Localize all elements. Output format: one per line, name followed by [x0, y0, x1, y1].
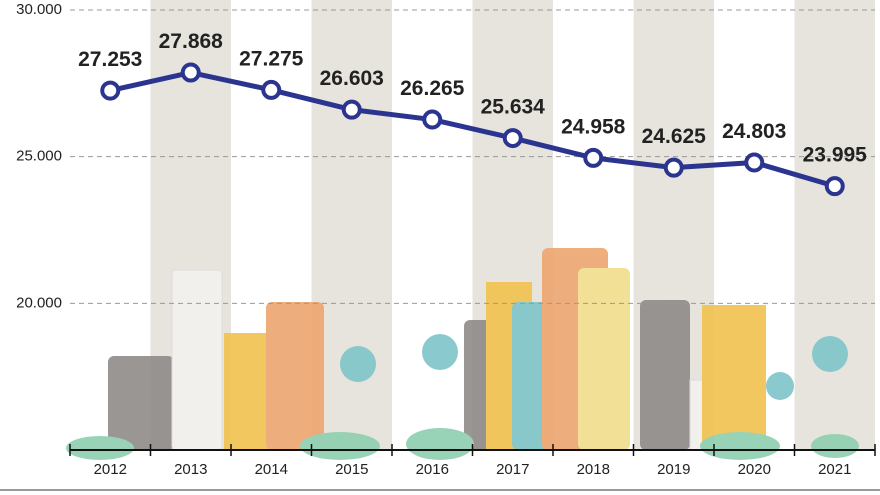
point-marker	[502, 128, 523, 149]
decoration	[66, 248, 859, 460]
building	[640, 300, 690, 450]
point-marker	[663, 157, 684, 178]
building	[171, 269, 223, 451]
building	[108, 356, 174, 450]
data-label: 27.868	[159, 30, 224, 53]
background	[150, 0, 875, 450]
data-label: 26.603	[320, 67, 384, 90]
data-label: 23.995	[803, 144, 868, 167]
point-marker	[583, 147, 604, 168]
y-tick-label: 30.000	[16, 1, 62, 18]
building	[702, 305, 766, 450]
column-stripe	[794, 0, 875, 450]
data-label: 26.265	[400, 77, 465, 100]
x-tick-label: 2020	[738, 461, 771, 478]
y-tick-label: 25.000	[16, 148, 62, 165]
x-tick-label: 2016	[416, 461, 449, 478]
x-tick-label: 2021	[818, 461, 851, 478]
y-tick-label: 20.000	[16, 294, 62, 311]
x-tick-label: 2012	[94, 461, 127, 478]
point-marker	[824, 176, 845, 197]
bush	[406, 428, 474, 460]
x-tick-label: 2015	[335, 461, 368, 478]
x-tick-label: 2017	[496, 461, 529, 478]
x-tick-label: 2014	[255, 461, 288, 478]
point-marker	[422, 109, 443, 130]
x-tick-label: 2013	[174, 461, 207, 478]
point-marker	[341, 99, 362, 120]
bush	[300, 432, 380, 460]
data-label: 24.958	[561, 115, 626, 138]
data-label: 24.803	[722, 120, 786, 143]
data-label: 24.625	[642, 125, 707, 148]
point-marker	[100, 80, 121, 101]
point-marker	[744, 152, 765, 173]
building	[578, 268, 630, 450]
data-label: 25.634	[481, 96, 546, 119]
point-marker	[261, 79, 282, 100]
x-tick-label: 2018	[577, 461, 610, 478]
data-label: 27.275	[239, 47, 304, 70]
bush	[700, 432, 780, 460]
point-marker	[180, 62, 201, 83]
bush	[811, 434, 859, 458]
tree	[812, 336, 848, 372]
series-line	[109, 70, 836, 189]
tree	[340, 346, 376, 382]
tree	[766, 372, 794, 400]
tree	[422, 334, 458, 370]
building	[266, 302, 324, 450]
data-label: 27.253	[78, 48, 142, 71]
bush	[66, 436, 134, 460]
x-tick-label: 2019	[657, 461, 690, 478]
